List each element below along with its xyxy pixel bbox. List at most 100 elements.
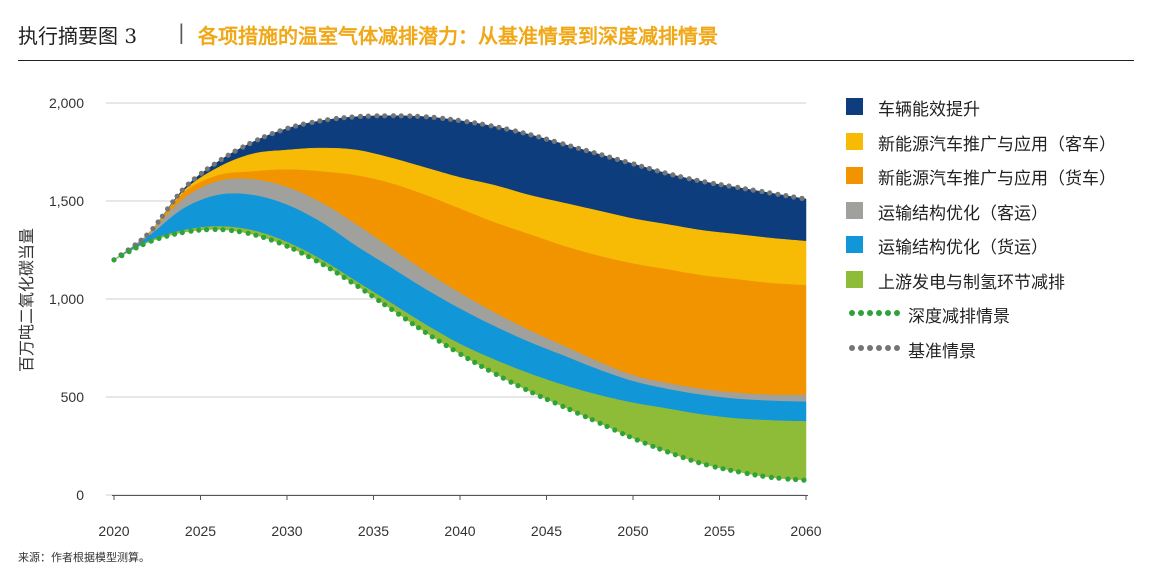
deep-scenario-dot — [530, 390, 536, 396]
baseline-dot — [607, 154, 613, 160]
deep-scenario-dot — [389, 306, 395, 312]
deep-scenario-dot — [126, 249, 132, 255]
deep-scenario-dot — [236, 229, 242, 235]
baseline-dot — [479, 121, 486, 127]
y-tick-label: 500 — [61, 389, 85, 405]
legend-swatch-vehicle-efficiency — [846, 98, 863, 115]
baseline-dot — [191, 176, 197, 182]
deep-scenario-dot — [334, 270, 340, 276]
header-rule — [18, 60, 1134, 61]
baseline-dot — [718, 182, 724, 188]
baseline-dot — [300, 121, 306, 127]
y-tick-label: 1,000 — [49, 291, 84, 307]
baseline-dot — [431, 114, 437, 120]
deep-scenario-dot — [785, 476, 791, 482]
baseline-dot — [583, 147, 589, 154]
deep-scenario-dot — [320, 262, 326, 268]
x-tick-label: 2060 — [790, 523, 821, 539]
baseline-dot — [678, 174, 684, 180]
deep-scenario-dot — [515, 383, 521, 389]
baseline-dot — [775, 191, 781, 197]
figure-title: 各项措施的温室气体减排潜力：从基准情景到深度减排情景 — [198, 24, 718, 48]
legend-item-ev-passenger: 新能源汽车推广与应用（客车） — [846, 127, 1146, 162]
baseline-dot — [455, 117, 461, 123]
legend-label: 运输结构优化（客运） — [878, 203, 1048, 224]
baseline-dot — [185, 181, 191, 187]
deep-scenario-dot — [537, 393, 544, 399]
baseline-dot — [464, 119, 470, 125]
legend-swatch-modal-freight — [846, 236, 863, 253]
deep-scenario-dot — [164, 233, 170, 239]
deep-scenario-dot — [212, 226, 218, 232]
baseline-dot — [646, 165, 653, 172]
deep-scenario-dot — [327, 266, 333, 272]
baseline-dot — [423, 114, 429, 120]
baseline-dot — [407, 113, 413, 119]
baseline-dot — [211, 161, 217, 167]
legend-label: 新能源汽车推广与应用（货车） — [878, 169, 1116, 189]
deep-scenario-dot — [443, 342, 449, 349]
deep-scenario-dot — [156, 235, 162, 241]
deep-scenario-dot — [291, 246, 297, 252]
deep-scenario-dot — [672, 452, 679, 458]
deep-scenario-dot — [620, 431, 626, 437]
baseline-dot — [415, 113, 421, 119]
baseline-dot — [759, 188, 765, 195]
x-tick-label: 2025 — [185, 523, 216, 539]
deep-scenario-dot — [415, 325, 422, 331]
deep-scenario-dot — [284, 243, 290, 249]
baseline-dot — [694, 177, 700, 183]
baseline-dot — [225, 152, 231, 158]
legend-item-modal-freight: 运输结构优化（货运） — [846, 230, 1146, 265]
baseline-dot — [398, 113, 404, 119]
deep-scenario-dot — [728, 467, 734, 473]
deep-scenario-dot — [119, 253, 125, 259]
deep-scenario-dot — [313, 258, 319, 264]
baseline-dot — [783, 193, 789, 199]
legend-label: 深度减排情景 — [908, 307, 1010, 327]
deep-scenario-dot — [479, 363, 485, 369]
deep-scenario-dot — [634, 437, 640, 443]
deep-scenario-dot — [465, 355, 471, 362]
deep-scenario-dot — [133, 245, 139, 251]
y-axis-title: 百万吨二氧化碳当量 — [17, 228, 36, 372]
legend-item-upstream: 上游发电与制氢环节减排 — [846, 265, 1146, 300]
deep-scenario-dot — [196, 227, 202, 233]
baseline-dot — [170, 199, 176, 205]
baseline-dot — [528, 132, 534, 138]
x-tick-label: 2040 — [444, 523, 475, 539]
deep-scenario-dot — [657, 446, 663, 452]
baseline-dot — [390, 113, 396, 119]
baseline-dot — [543, 136, 550, 142]
chart-legend: 车辆能效提升 新能源汽车推广与应用（客车） 新能源汽车推广与应用（货车） 运输结… — [846, 92, 1146, 368]
baseline-dot — [702, 179, 708, 185]
baseline-dot — [179, 187, 185, 193]
deep-scenario-dot — [458, 351, 464, 357]
baseline-dot — [440, 115, 446, 121]
deep-scenario-dot — [485, 367, 492, 373]
deep-scenario-dot — [544, 396, 551, 403]
y-tick-label: 2,000 — [49, 95, 84, 111]
deep-scenario-dot — [604, 423, 610, 429]
baseline-dot — [309, 119, 315, 125]
deep-scenario-dot — [680, 454, 686, 461]
baseline-dot — [269, 131, 275, 137]
baseline-dot — [293, 123, 299, 129]
x-tick-label: 2045 — [531, 523, 562, 539]
baseline-dot — [155, 219, 161, 225]
legend-dots-baseline-scenario — [849, 344, 900, 351]
baseline-dot — [662, 170, 668, 176]
deep-scenario-dot — [589, 417, 595, 423]
baseline-dot — [560, 141, 566, 147]
deep-scenario-dot — [396, 311, 402, 317]
baseline-dot — [488, 123, 494, 129]
baseline-dot — [742, 186, 749, 192]
baseline-dot — [639, 163, 645, 169]
deep-scenario-dot — [735, 469, 742, 475]
baseline-dot — [374, 113, 380, 119]
x-tick-label: 2055 — [704, 523, 735, 539]
baseline-dot — [159, 213, 165, 219]
deep-scenario-dot — [111, 257, 117, 263]
deep-scenario-dot — [409, 321, 415, 327]
deep-scenario-dot — [348, 279, 354, 285]
